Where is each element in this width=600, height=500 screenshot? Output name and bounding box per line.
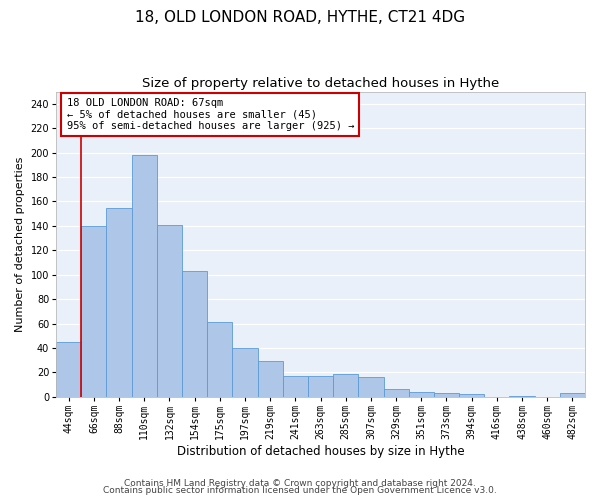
Title: Size of property relative to detached houses in Hythe: Size of property relative to detached ho… — [142, 78, 499, 90]
Bar — [560, 393, 585, 397]
Bar — [182, 271, 207, 397]
Bar — [157, 224, 182, 397]
Bar — [308, 376, 333, 397]
Bar — [283, 376, 308, 397]
Bar — [358, 377, 383, 397]
Text: Contains public sector information licensed under the Open Government Licence v3: Contains public sector information licen… — [103, 486, 497, 495]
Bar — [131, 155, 157, 397]
Bar — [232, 348, 257, 397]
Text: 18 OLD LONDON ROAD: 67sqm
← 5% of detached houses are smaller (45)
95% of semi-d: 18 OLD LONDON ROAD: 67sqm ← 5% of detach… — [67, 98, 354, 131]
Text: Contains HM Land Registry data © Crown copyright and database right 2024.: Contains HM Land Registry data © Crown c… — [124, 478, 476, 488]
Bar — [333, 374, 358, 397]
Bar — [509, 396, 535, 397]
X-axis label: Distribution of detached houses by size in Hythe: Distribution of detached houses by size … — [177, 444, 464, 458]
Bar — [106, 208, 131, 397]
Bar — [56, 342, 82, 397]
Bar — [459, 394, 484, 397]
Bar — [409, 392, 434, 397]
Bar — [257, 362, 283, 397]
Text: 18, OLD LONDON ROAD, HYTHE, CT21 4DG: 18, OLD LONDON ROAD, HYTHE, CT21 4DG — [135, 10, 465, 25]
Bar — [383, 390, 409, 397]
Y-axis label: Number of detached properties: Number of detached properties — [15, 156, 25, 332]
Bar — [434, 393, 459, 397]
Bar — [82, 226, 106, 397]
Bar — [207, 322, 232, 397]
